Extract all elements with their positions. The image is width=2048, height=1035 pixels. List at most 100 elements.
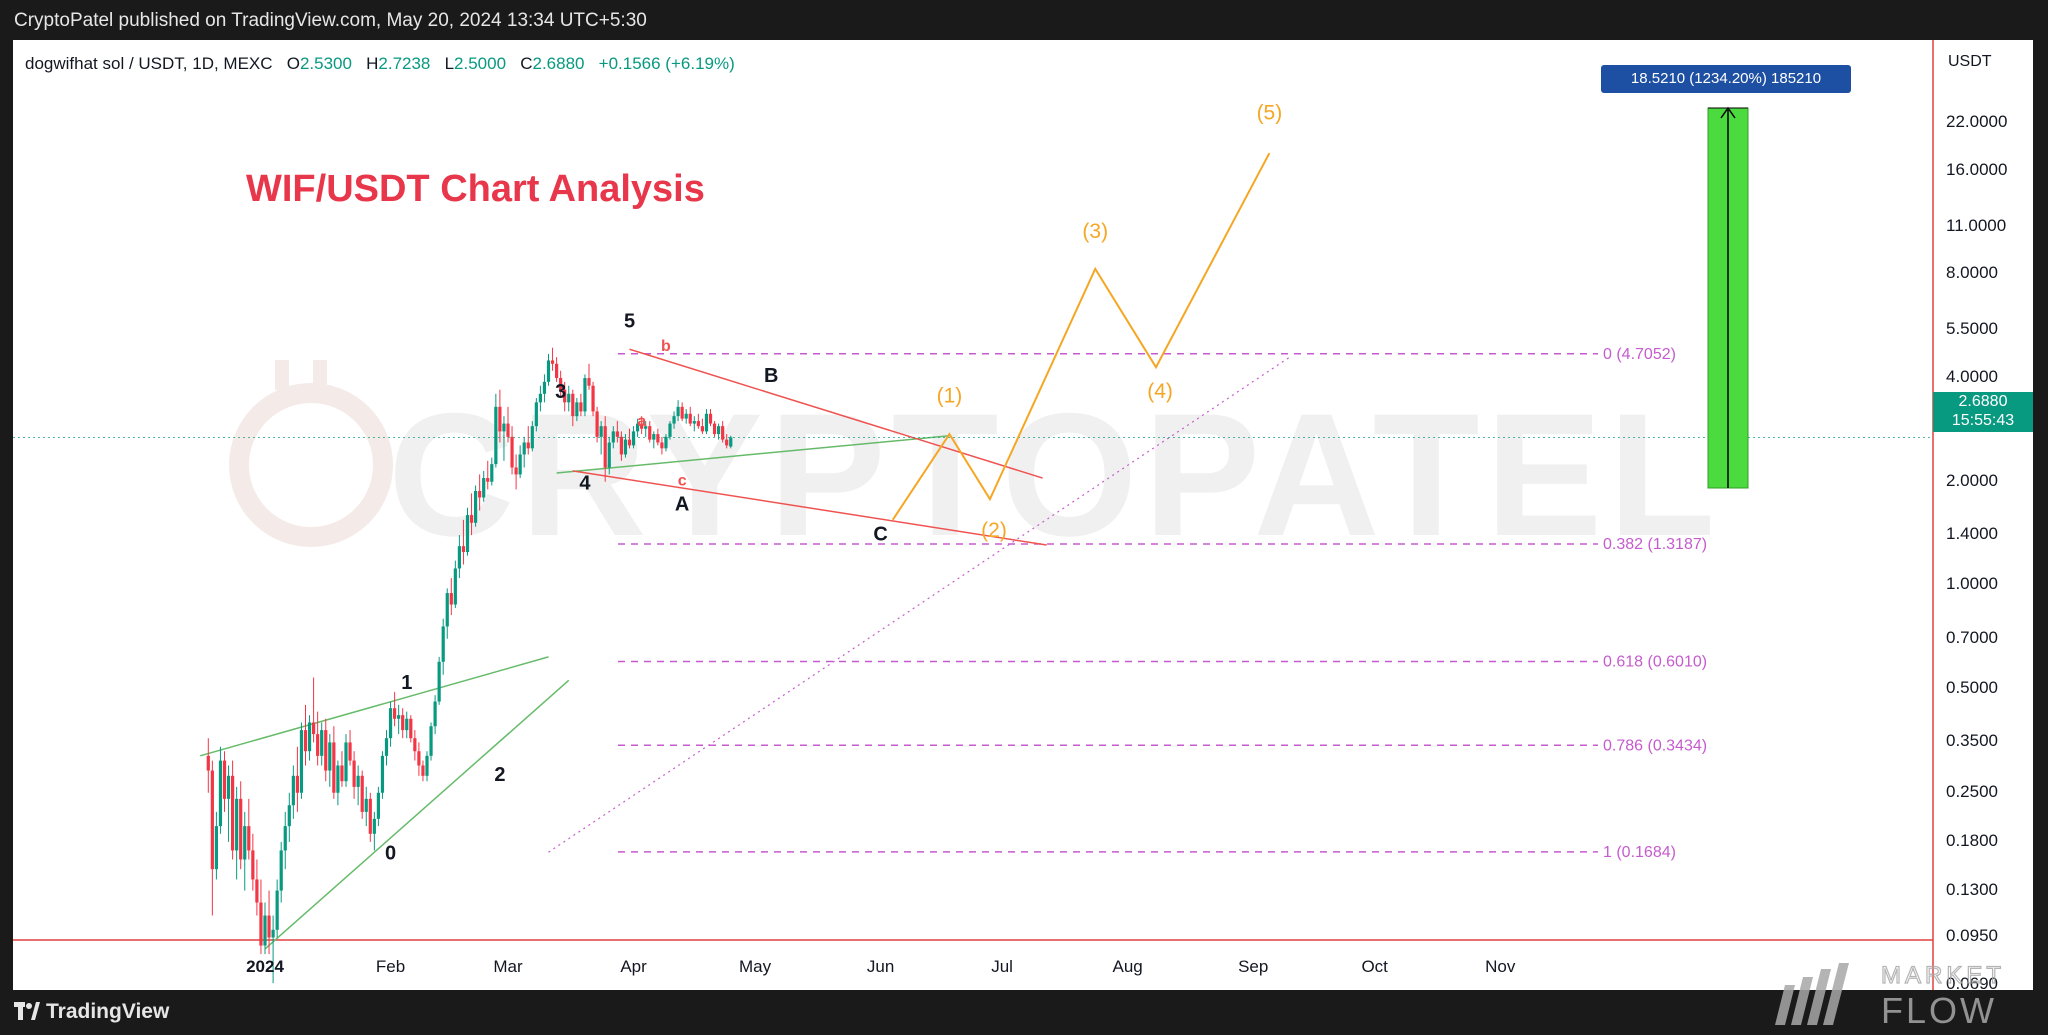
candle-body — [603, 426, 607, 468]
change-value: +0.1566 (+6.19%) — [598, 54, 735, 73]
candle-body — [316, 734, 320, 756]
chart-title: WIF/USDT Chart Analysis — [246, 168, 705, 210]
candle-body — [291, 775, 295, 806]
candle-body — [413, 738, 417, 752]
y-tick-label: 0.0950 — [1946, 926, 1998, 946]
candle-body — [312, 722, 316, 735]
publish-header: CryptoPatel published on TradingView.com… — [0, 0, 2048, 40]
y-tick-label: 0.2500 — [1946, 781, 1998, 801]
fib-label: 0.618 (0.6010) — [1603, 654, 1707, 671]
candle-body — [652, 434, 656, 440]
candle-body — [583, 378, 587, 412]
candle-body — [364, 798, 368, 812]
candle-body — [696, 421, 700, 427]
candle-body — [478, 490, 482, 498]
candle-body — [550, 360, 555, 364]
projection-path — [891, 152, 1271, 521]
marketflow-watermark: MARKET FLOW — [1775, 955, 2025, 1035]
wave-label: c — [678, 473, 687, 490]
close-label: C — [520, 54, 533, 73]
candle-body — [482, 478, 486, 498]
projection-wave-label: (4) — [1147, 380, 1173, 403]
x-tick-label: 2024 — [246, 957, 284, 976]
candle-body — [587, 378, 591, 386]
candle-body — [324, 730, 328, 771]
candle-body — [567, 393, 571, 403]
y-tick-label: 1.4000 — [1946, 524, 1998, 544]
tradingview-logo[interactable]: TradingView — [14, 1000, 169, 1024]
candle-body — [559, 378, 563, 390]
candle-body — [218, 760, 223, 827]
candle-body — [336, 765, 340, 793]
candle-body — [615, 431, 619, 437]
candle-body — [680, 406, 684, 419]
candle-body — [717, 426, 721, 435]
candle-body — [320, 730, 324, 756]
candle-body — [668, 423, 672, 437]
candle-body — [441, 626, 445, 662]
candle-body — [534, 402, 538, 427]
close-value: 2.6880 — [532, 54, 585, 73]
wave-label: A — [675, 493, 689, 515]
candle-body — [368, 798, 372, 834]
candle-body — [599, 426, 603, 437]
tradingview-brand: TradingView — [46, 1000, 170, 1023]
wave-label: 3 — [555, 381, 566, 403]
y-tick-label: 4.0000 — [1946, 367, 1998, 387]
low-value: 2.5000 — [454, 54, 507, 73]
y-tick-label: 5.5000 — [1946, 319, 1998, 339]
high-value: 2.7238 — [378, 54, 431, 73]
candle-body — [453, 568, 457, 605]
footer-bar — [0, 990, 2048, 1035]
candle-body — [721, 426, 725, 440]
candle-body — [708, 413, 713, 424]
candle-body — [676, 406, 680, 417]
x-tick-label: Jul — [991, 957, 1013, 976]
x-tick-label: Apr — [620, 957, 647, 976]
chart-svg[interactable]: CRYPTOPATEL 0 (4.7052) 0.382 (1.3187) 0.61… — [13, 40, 2033, 990]
candles — [206, 347, 733, 984]
candle-body — [352, 760, 356, 787]
candle-body — [247, 826, 251, 851]
candle-body — [664, 436, 668, 449]
candle-body — [303, 730, 308, 752]
symbol-name: dogwifhat sol / USDT, 1D, MEXC — [25, 54, 273, 73]
candle-body — [636, 423, 640, 432]
candle-body — [360, 775, 364, 812]
candle-body — [555, 363, 559, 379]
candle-body — [672, 416, 676, 424]
last-price-tag: 2.6880 15:55:43 — [1933, 392, 2033, 432]
watermark-market: MARKET — [1881, 962, 2005, 989]
candle-body — [214, 826, 218, 870]
projection-wave-label: (3) — [1082, 220, 1108, 243]
candle-body — [469, 515, 474, 523]
candle-body — [287, 805, 291, 827]
price-axis-unit[interactable]: USDT — [1948, 53, 1992, 70]
projection-wave-label: (1) — [937, 384, 963, 407]
candle-body — [514, 467, 518, 475]
candle-body — [494, 406, 498, 465]
wave-label: 0 — [385, 843, 396, 865]
candle-body — [340, 765, 344, 782]
candle-body — [376, 792, 380, 819]
x-tick-label: Jun — [866, 957, 895, 976]
candle-body — [579, 402, 583, 412]
candle-body — [591, 385, 595, 412]
candle-body — [704, 413, 709, 432]
candle-body — [461, 546, 466, 553]
candle-body — [279, 850, 283, 891]
candle-body — [656, 434, 660, 443]
wave-label: B — [764, 365, 778, 387]
candle-body — [688, 413, 692, 424]
wave-label: 4 — [579, 472, 591, 494]
candle-body — [263, 915, 267, 946]
cryptopatel-watermark: CRYPTOPATEL — [229, 360, 1715, 573]
chart-canvas[interactable]: CRYPTOPATEL 0 (4.7052) 0.382 (1.3187) 0.61… — [13, 40, 2033, 990]
candle-body — [506, 423, 510, 437]
fib-label: 0.786 (0.3434) — [1603, 737, 1707, 754]
candle-body — [295, 775, 299, 793]
wave-label: a — [637, 413, 646, 430]
candle-body — [344, 742, 348, 782]
trendlines — [13, 348, 1933, 950]
y-tick-label: 0.7000 — [1946, 627, 1998, 647]
